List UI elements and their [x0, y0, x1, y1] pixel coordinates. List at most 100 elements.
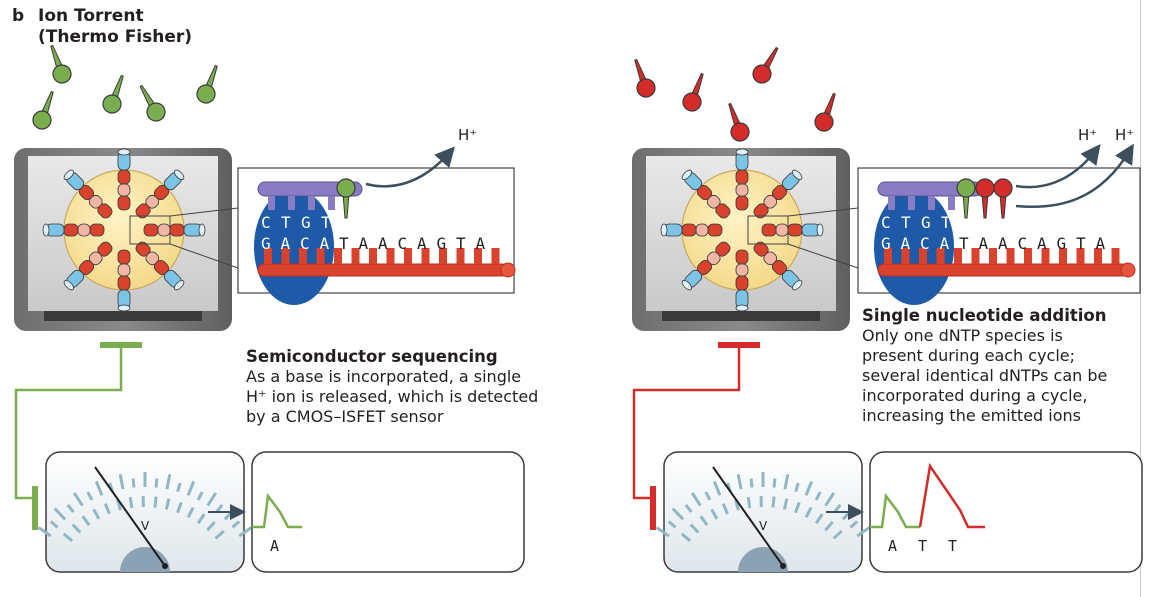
template-letter: C — [920, 234, 930, 253]
left-caption-line: As a base is incorporated, a single — [246, 367, 522, 386]
trace-base-label: T — [948, 537, 957, 555]
meter-tick — [214, 529, 225, 540]
dna-strand-on-bead — [135, 169, 185, 219]
title-line-2: (Thermo Fisher) — [38, 27, 193, 47]
left-caption-title: Semiconductor sequencing — [246, 347, 498, 366]
meter-tick — [186, 480, 196, 496]
meter-terminal — [32, 486, 38, 530]
meter-tick — [655, 526, 670, 538]
free-nucleotide — [139, 84, 166, 122]
trace-base-label: T — [918, 537, 927, 555]
template-base-tick — [491, 248, 500, 264]
meter-tick — [814, 513, 824, 525]
right-panel: C T G TG A C A T A A C A G T AH⁺ H⁺VA T T — [632, 46, 1143, 573]
template-letter: T — [321, 213, 331, 232]
meter-tick — [206, 521, 216, 532]
template-base-tick — [351, 248, 360, 264]
template-letter: A — [378, 234, 388, 253]
meter-needle — [712, 466, 784, 567]
meter-tick — [196, 491, 204, 501]
template-letter: T — [281, 213, 291, 232]
meter-tick — [804, 506, 813, 519]
template-letter: T — [941, 213, 951, 232]
template-base-tick — [1006, 248, 1015, 264]
meter-tick — [749, 478, 754, 488]
meter-tick — [215, 504, 224, 513]
zoom-source-box — [747, 215, 789, 245]
meter-tick — [118, 474, 125, 490]
meter-tick — [37, 526, 52, 538]
template-letter: G — [437, 234, 447, 253]
template-letter: A — [1037, 234, 1047, 253]
primer-base-tick — [328, 196, 335, 210]
meter-tick — [782, 498, 789, 510]
signal-trace — [252, 492, 302, 529]
meter-tick — [86, 491, 94, 501]
meter-tick — [794, 501, 801, 514]
meter-tick — [783, 474, 790, 490]
template-letter: C — [261, 213, 271, 232]
template-base-tick — [1076, 248, 1085, 264]
meter-tick — [176, 501, 183, 514]
meter-tick — [154, 478, 159, 488]
primer-base-tick — [308, 196, 315, 210]
meter-tick — [833, 504, 842, 513]
sensor-wire — [14, 348, 123, 500]
meter-unit-label: V — [759, 519, 768, 533]
dna-strand-on-bead — [681, 241, 731, 291]
meter-tick — [832, 529, 843, 540]
template-base-tick — [936, 248, 945, 264]
template-letter: T — [959, 234, 969, 253]
template-base-tick — [264, 248, 272, 264]
proton-label: H⁺ — [1078, 126, 1097, 144]
title-line-1: Ion Torrent — [38, 6, 144, 26]
template-letter: C — [300, 234, 310, 253]
sensor-plate — [44, 311, 202, 321]
meter-tick — [771, 496, 776, 508]
template-letter: G — [301, 213, 311, 232]
free-nucleotide — [752, 46, 779, 84]
template-letter: A — [901, 234, 911, 253]
template-letter: C — [1018, 234, 1028, 253]
meter-tick — [712, 480, 722, 496]
proton-label: H⁺ — [1115, 126, 1134, 144]
trace-base-label: A — [270, 537, 279, 555]
meter-tick — [772, 478, 777, 488]
meter-tick — [164, 498, 171, 510]
free-nucleotide — [682, 72, 704, 112]
meter-tick — [690, 492, 702, 507]
trace-base-label: A — [888, 537, 897, 555]
template-letter: T — [339, 234, 349, 253]
dna-strand-on-bead — [735, 148, 749, 211]
template-base-tick — [456, 248, 465, 264]
meter-tick — [103, 503, 111, 515]
meter-tick — [53, 507, 67, 521]
zoom-source-box — [129, 215, 171, 245]
meter-hub — [738, 547, 788, 572]
template-letter: A — [998, 234, 1008, 253]
right-caption-line: incorporated during a cycle, — [862, 386, 1088, 405]
dna-strand-on-bead — [63, 241, 113, 291]
free-nucleotide — [634, 58, 656, 98]
template-letter: C — [398, 234, 408, 253]
incorporated-nucleotide — [336, 178, 356, 219]
template-letter: A — [979, 234, 989, 253]
template-base-tick — [299, 248, 307, 264]
meter-tick — [71, 523, 82, 534]
meter-tick — [814, 491, 822, 501]
meter-tick — [734, 499, 740, 511]
right-caption-line: Only one dNTP species is — [862, 326, 1063, 345]
meter-tick — [667, 520, 677, 529]
meter-tick — [699, 515, 709, 527]
template-letter: G — [881, 234, 891, 253]
right-caption-title: Single nucleotide addition — [862, 306, 1107, 325]
right-caption-line: increasing the emitted ions — [862, 406, 1081, 425]
zoom-lines — [169, 207, 239, 269]
meter-tick — [153, 496, 158, 508]
template-letter: A — [320, 234, 330, 253]
meter-tick — [94, 480, 104, 496]
proton-arrow — [365, 146, 455, 188]
template-letter: G — [921, 213, 931, 232]
left-caption-line: H⁺ ion is released, which is detected — [246, 387, 539, 406]
primer-base-tick — [908, 196, 915, 210]
